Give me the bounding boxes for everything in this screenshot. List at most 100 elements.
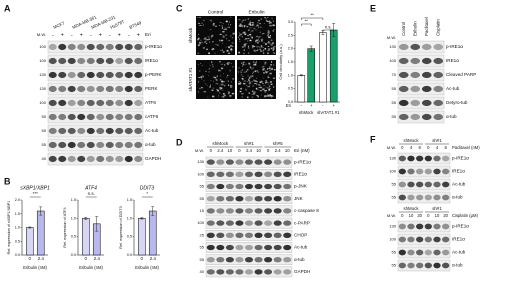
blot-band	[67, 43, 76, 51]
filament	[204, 83, 207, 85]
filament	[251, 30, 254, 32]
filament	[231, 45, 234, 47]
filament	[249, 33, 252, 36]
blot-band	[77, 85, 86, 93]
blot-band	[134, 155, 143, 163]
blot-band	[264, 183, 273, 190]
blot-band	[283, 171, 292, 177]
blot-band	[48, 85, 57, 93]
x-tick-label: -	[301, 103, 303, 108]
filament	[272, 24, 275, 27]
filament	[257, 88, 259, 90]
blot-band	[421, 113, 432, 121]
filament	[257, 41, 259, 43]
filament	[219, 79, 222, 81]
blot-band	[67, 155, 76, 163]
dose-label: 2.4	[275, 148, 281, 153]
blot-strip	[397, 220, 451, 233]
filament	[217, 95, 219, 97]
blot-band	[398, 236, 406, 243]
filament	[268, 48, 270, 50]
blot-strip	[397, 191, 451, 204]
band-label: CHOP	[294, 233, 307, 238]
mw-marker: 130	[197, 159, 204, 164]
filament	[258, 26, 260, 28]
filament	[206, 48, 208, 50]
dose-label: 8	[418, 145, 421, 150]
blot-band	[216, 183, 225, 190]
filament	[254, 80, 257, 82]
dose-label: 10	[256, 148, 261, 153]
filament	[272, 20, 274, 22]
filament	[240, 70, 242, 72]
filament	[228, 46, 231, 49]
dose-label: 0	[401, 145, 404, 150]
mw-marker: 100	[39, 44, 46, 49]
filament	[202, 47, 205, 49]
blot-band	[273, 232, 282, 238]
y-tick-label: 0.0	[71, 253, 76, 257]
filament	[271, 68, 273, 70]
filament	[248, 79, 250, 82]
filament	[215, 78, 217, 80]
filament	[215, 44, 218, 45]
blot-band	[77, 57, 86, 65]
significance: **	[310, 13, 314, 18]
filament	[242, 32, 243, 35]
filament	[270, 44, 273, 46]
filament	[198, 23, 201, 25]
blot-band	[283, 269, 292, 275]
filament	[266, 71, 269, 73]
filament	[260, 87, 263, 89]
blot-band	[105, 57, 114, 65]
filament	[267, 74, 269, 76]
filament	[209, 19, 213, 22]
band-label: Detyro-tub	[446, 100, 468, 105]
filament	[215, 79, 218, 81]
mw-marker: 100	[39, 100, 46, 105]
mw-marker: 55	[200, 196, 205, 201]
filament	[210, 36, 213, 38]
filament	[198, 41, 201, 44]
filament	[206, 39, 209, 41]
blot-band	[105, 155, 114, 163]
blot-band	[421, 85, 432, 93]
filament	[254, 70, 257, 73]
filament	[259, 90, 263, 92]
filament	[270, 95, 273, 96]
error-bar	[309, 45, 313, 52]
filament	[231, 51, 232, 53]
filament	[258, 38, 259, 40]
blot-strip	[205, 242, 293, 253]
filament	[198, 80, 199, 83]
filament	[267, 46, 270, 47]
filament	[257, 48, 259, 51]
blot-band	[235, 183, 244, 190]
filament	[248, 64, 251, 66]
filament	[266, 21, 270, 22]
filament	[251, 22, 253, 24]
filament	[253, 49, 256, 51]
filament	[258, 84, 260, 86]
blot-band	[407, 155, 415, 162]
dose-label: 2.4	[217, 148, 223, 153]
blot-band	[134, 141, 143, 149]
blot-band	[433, 249, 441, 256]
filament	[199, 43, 201, 45]
filament	[226, 38, 228, 40]
filament	[273, 68, 276, 71]
blot-band	[244, 208, 254, 214]
filament	[244, 33, 247, 36]
blot-band	[48, 71, 57, 79]
dose-label: 0	[238, 148, 241, 153]
band-label: c-caspase 8	[294, 208, 319, 213]
filament	[248, 92, 251, 94]
filament	[243, 71, 246, 73]
blot-band	[216, 220, 225, 226]
filament	[260, 38, 264, 41]
blot-band	[225, 183, 234, 190]
blot-band	[283, 208, 292, 214]
filament	[271, 67, 273, 69]
filament	[268, 49, 270, 51]
blot-band	[433, 181, 441, 188]
